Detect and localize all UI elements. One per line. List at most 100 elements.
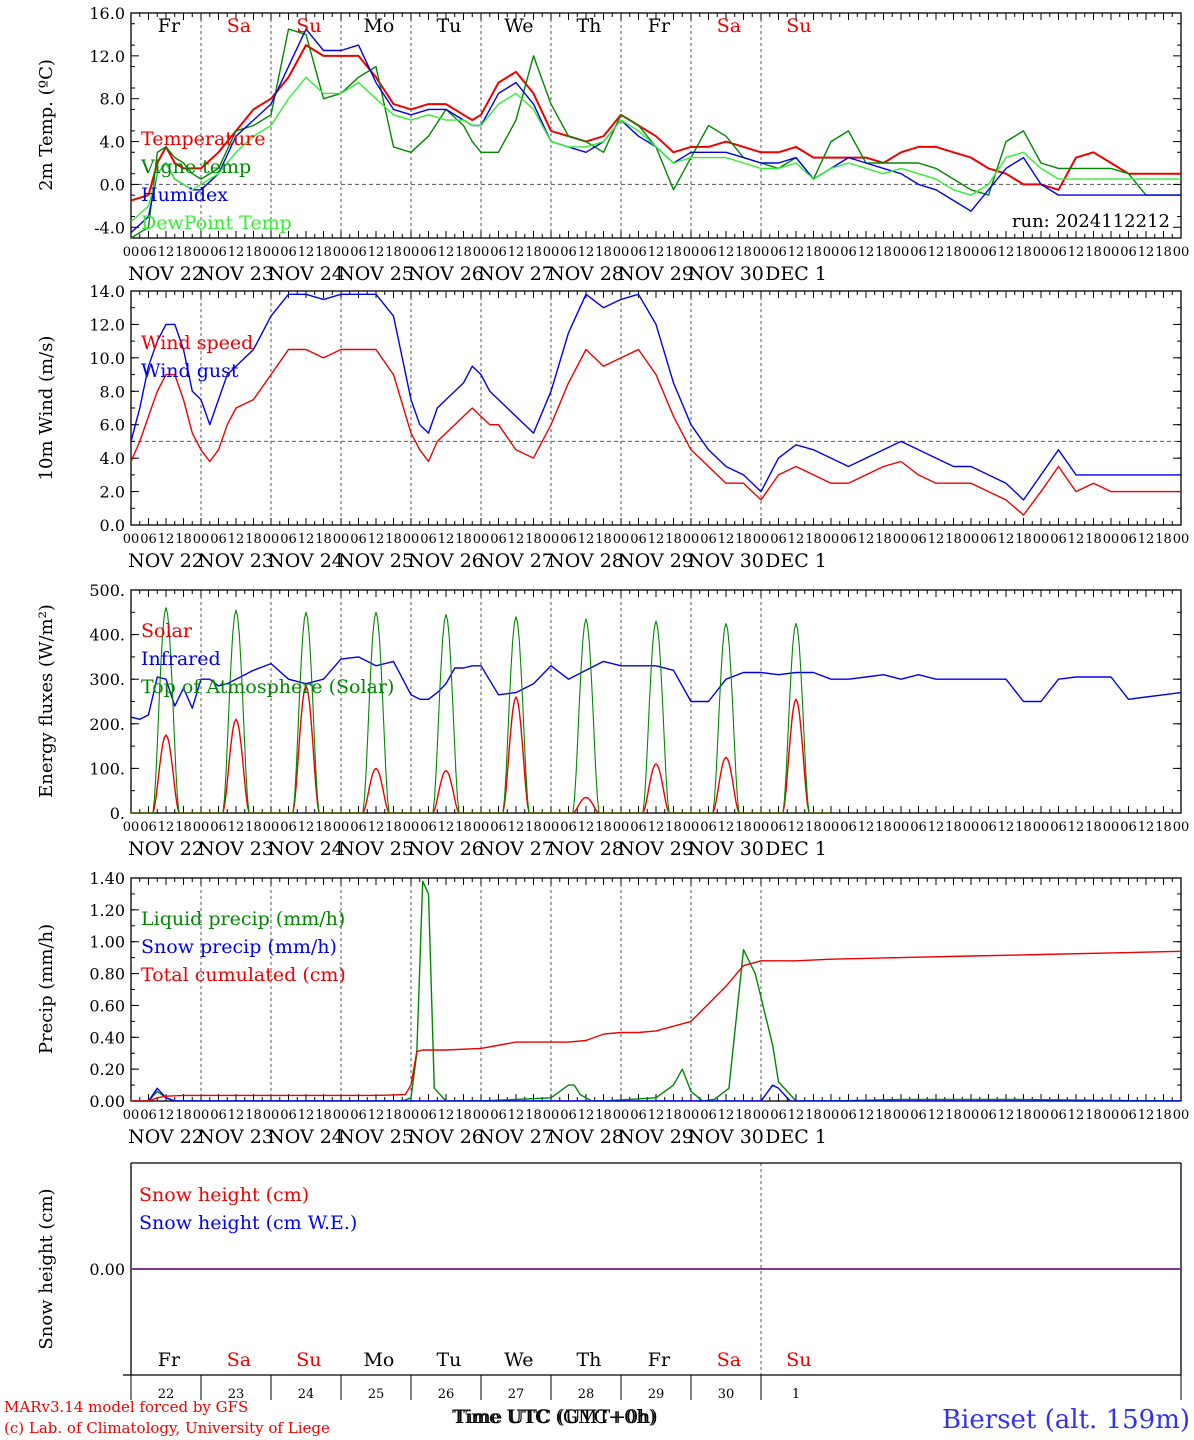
weekday-label: Tu <box>436 1349 461 1371</box>
hour-tick-label: 06 <box>420 532 437 547</box>
date-label: NOV 30 <box>688 263 764 285</box>
hour-tick-label: 06 <box>770 532 787 547</box>
hour-tick-label: 18 <box>595 1108 612 1123</box>
hour-tick-label: 06 <box>840 820 857 835</box>
hour-tick-label: 06 <box>840 1108 857 1123</box>
station-label: Bierset (alt. 159m) <box>942 1405 1190 1435</box>
series-line-liquid-precip-mm-h- <box>131 880 1181 1101</box>
hour-tick-label: 06 <box>490 532 507 547</box>
y-tick-label: 2.0 <box>100 483 125 502</box>
hour-tick-label: 00 <box>1103 245 1120 260</box>
hour-tick-label: 06 <box>490 245 507 260</box>
day-number: 23 <box>228 1387 245 1402</box>
date-label: DEC 1 <box>765 550 827 572</box>
hour-tick-label: 00 <box>543 1108 560 1123</box>
y-tick-label: 14.0 <box>89 282 125 301</box>
hour-tick-label: 12 <box>508 820 525 835</box>
hour-tick-label: 12 <box>368 1108 385 1123</box>
date-label: NOV 30 <box>688 550 764 572</box>
y-tick-label: 4.0 <box>100 133 125 152</box>
hour-tick-label: 18 <box>315 532 332 547</box>
hour-tick-label: 06 <box>770 1108 787 1123</box>
hour-tick-label: 06 <box>980 532 997 547</box>
hour-tick-label: 18 <box>455 532 472 547</box>
hour-tick-label: 00 <box>403 820 420 835</box>
series-group <box>131 293 1181 516</box>
hour-tick-label: 06 <box>1120 820 1137 835</box>
y-tick-label: 12.0 <box>89 47 125 66</box>
hour-tick-label: 12 <box>228 820 245 835</box>
hour-tick-label: 00 <box>823 820 840 835</box>
y-axis-label: 10m Wind (m/s) <box>36 336 57 481</box>
hour-tick-label: 18 <box>525 1108 542 1123</box>
hour-tick-label: 12 <box>858 532 875 547</box>
y-tick-label: 500. <box>89 581 125 600</box>
y-axis-label: Snow height (cm) <box>36 1188 57 1349</box>
hour-tick-label: 18 <box>1085 1108 1102 1123</box>
hour-tick-label: 00 <box>613 532 630 547</box>
y-tick-label: 12.0 <box>89 315 125 334</box>
hour-tick-label: 06 <box>1050 245 1067 260</box>
y-axis-label: Precip (mm/h) <box>36 924 57 1054</box>
hour-tick-label: 00 <box>753 1108 770 1123</box>
date-label: NOV 29 <box>618 838 694 860</box>
hour-tick-label: 00 <box>473 245 490 260</box>
hour-tick-label: 00 <box>683 532 700 547</box>
weekday-label: Th <box>576 1349 601 1371</box>
hour-tick-label: 12 <box>928 1108 945 1123</box>
date-label: NOV 24 <box>268 838 344 860</box>
day-number: 24 <box>298 1387 315 1402</box>
hour-tick-label: 12 <box>1138 245 1155 260</box>
hour-tick-label: 00 <box>1173 245 1190 260</box>
hour-tick-label: 06 <box>210 820 227 835</box>
hour-tick-label: 18 <box>735 532 752 547</box>
date-label: NOV 22 <box>128 838 204 860</box>
hour-tick-label: 18 <box>455 820 472 835</box>
weekday-label: Th <box>576 15 601 37</box>
hour-tick-label: 06 <box>770 245 787 260</box>
hour-tick-label: 18 <box>245 245 262 260</box>
y-tick-label: 100. <box>89 759 125 778</box>
panel-temp: 00 06 12 18 00 06 12 18 00 06 12 18 00 06 12 18 00 06 12 18… <box>36 4 1189 285</box>
hour-tick-label: 18 <box>1015 1108 1032 1123</box>
date-label: DEC 1 <box>765 838 827 860</box>
hour-tick-label: 06 <box>1050 1108 1067 1123</box>
hour-tick-label: 18 <box>665 1108 682 1123</box>
y-tick-label: 1.40 <box>89 869 125 888</box>
weekday-label: Sa <box>717 15 741 37</box>
hour-tick-label: 12 <box>508 532 525 547</box>
hour-tick-label: 06 <box>1050 532 1067 547</box>
hour-tick-label: 06 <box>350 1108 367 1123</box>
hour-tick-label: 00 <box>1173 532 1190 547</box>
hour-tick-label: 00 <box>543 820 560 835</box>
hour-tick-label: 12 <box>578 532 595 547</box>
hour-tick-label: 12 <box>998 532 1015 547</box>
hour-tick-label: 18 <box>385 245 402 260</box>
hour-tick-label: 18 <box>175 820 192 835</box>
hour-tick-label: 18 <box>245 1108 262 1123</box>
panel-snow: 0.00 Snow height (cm) Snow height (cm) Snow… <box>36 1162 1182 1376</box>
y-tick-label: 0.00 <box>89 1092 125 1111</box>
hour-tick-label: 12 <box>1138 1108 1155 1123</box>
hour-tick-label: 00 <box>473 1108 490 1123</box>
hour-tick-label: 18 <box>805 1108 822 1123</box>
hour-tick-label: 00 <box>893 532 910 547</box>
date-label: NOV 28 <box>548 263 624 285</box>
hour-tick-label: 00 <box>893 820 910 835</box>
weekday-label: Mo <box>363 1349 394 1371</box>
time-axis-label-overlay: Time UTC (UTC+0h) <box>454 1406 656 1428</box>
hour-tick-label: 00 <box>123 532 140 547</box>
hour-tick-label: 18 <box>805 820 822 835</box>
hour-tick-label: 06 <box>210 1108 227 1123</box>
hour-tick-label: 06 <box>140 245 157 260</box>
weekday-label: Fr <box>648 15 671 37</box>
hour-tick-label: 18 <box>1155 532 1172 547</box>
weekday-label: Su <box>786 1349 811 1371</box>
series-line-snow-precip-mm-h- <box>131 1084 1181 1101</box>
hour-tick-label: 12 <box>858 1108 875 1123</box>
day-number-row: 22 23 24 25 26 27 28 29 30 1 <box>130 1375 1182 1402</box>
hour-tick-label: 12 <box>228 245 245 260</box>
hour-tick-label: 18 <box>315 1108 332 1123</box>
y-tick-label: 4.0 <box>100 449 125 468</box>
